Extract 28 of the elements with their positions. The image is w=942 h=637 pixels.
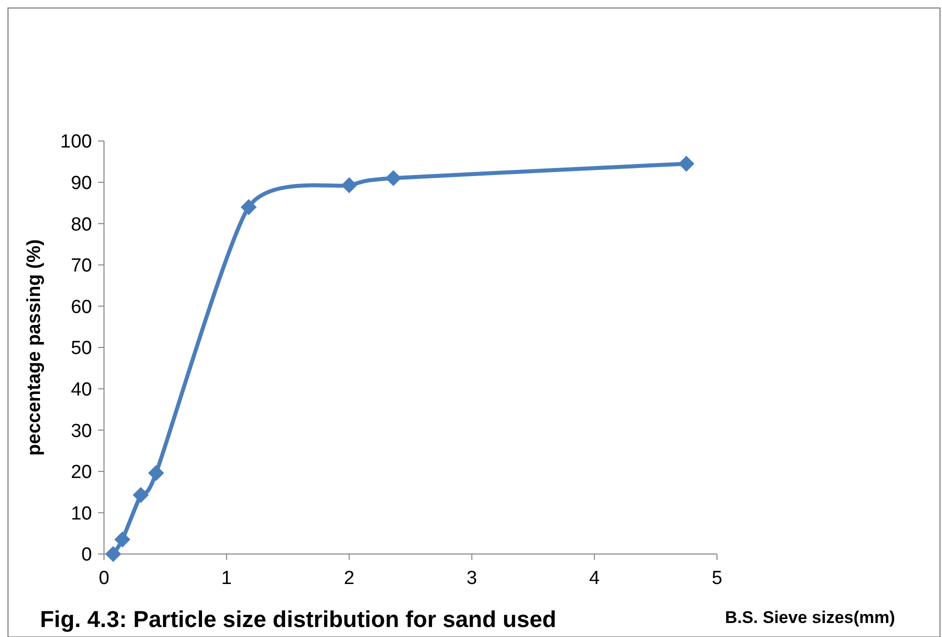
point [148, 465, 164, 482]
point [240, 199, 257, 216]
y-tick-label: 80 [70, 214, 92, 236]
y-tick-label: 70 [70, 256, 92, 277]
y-tick-label: 60 [70, 296, 92, 318]
x-tick-label: 2 [344, 568, 354, 589]
x-tick-label: 3 [466, 568, 478, 589]
y-tick-label: 20 [70, 462, 92, 484]
point [385, 170, 402, 186]
x-tick-label: 5 [712, 568, 722, 589]
y-tick-label: 40 [70, 379, 92, 400]
y-tick-label: 100 [60, 132, 92, 153]
text: Fig. 4.3: Particle size distribution for sand used [40, 606, 556, 632]
x-axis-title: B.S. Sieve sizes(mm) [724, 608, 896, 627]
x-tick-label: 0 [98, 568, 110, 589]
x-tick-label: 1 [221, 568, 232, 589]
point [678, 156, 694, 172]
y-tick-label: 50 [70, 338, 92, 360]
x-tick-label: 4 [589, 568, 600, 589]
y-axis-title: peccentage passing (%) [24, 239, 45, 456]
y-tick-label: 10 [70, 503, 92, 524]
point [105, 546, 122, 562]
y-tick-label: 90 [70, 172, 92, 194]
point [114, 532, 130, 548]
point [341, 177, 358, 194]
y-tick-label: 30 [70, 420, 92, 442]
y-tick-label: 0 [81, 544, 92, 566]
point [132, 486, 149, 503]
